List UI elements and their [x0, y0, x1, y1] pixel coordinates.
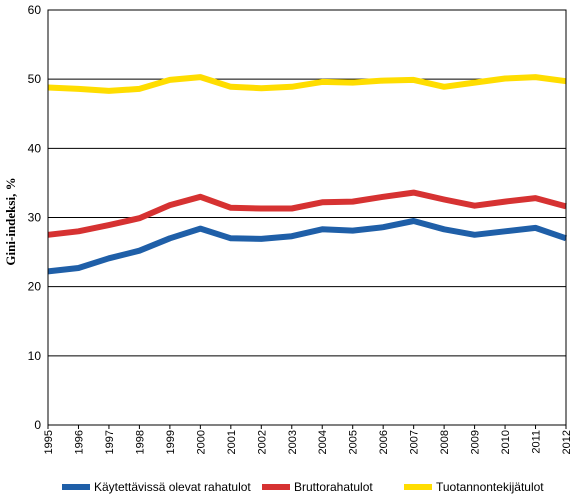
y-tick-labels: 0 10 20 30 40 50 60	[28, 3, 42, 432]
x-tick-label: 2007	[409, 430, 421, 454]
x-tick-label: 2000	[195, 430, 207, 454]
x-tick-label: 2001	[226, 430, 238, 454]
x-tick-label: 2012	[561, 430, 573, 454]
y-tick-label: 40	[28, 141, 42, 155]
y-tick-label: 0	[34, 418, 41, 432]
legend: Käytettävissä olevat rahatulot Bruttoraha…	[62, 480, 544, 494]
legend-label: Käytettävissä olevat rahatulot	[94, 480, 251, 494]
x-tick-label: 1998	[134, 430, 146, 454]
x-tick-label: 1995	[43, 430, 55, 454]
x-tick-label: 2003	[287, 430, 299, 454]
x-tick-label: 1996	[73, 430, 85, 454]
y-tick-label: 20	[28, 280, 42, 294]
x-tick-label: 2005	[348, 430, 360, 454]
x-tick-labels: 1995 1996 1997 1998 1999 2000 2001 2002 2003 2004…	[43, 425, 573, 454]
x-tick-label: 2009	[470, 430, 482, 454]
plot-frame	[47, 9, 567, 426]
x-tick-label: 2006	[378, 430, 390, 454]
series-lines	[47, 74, 567, 275]
x-tick-label: 2004	[317, 430, 329, 454]
y-tick-label: 50	[28, 72, 42, 86]
series-line-0	[47, 218, 567, 275]
y-axis-title: Gini-indeksi, %	[3, 177, 18, 265]
y-tick-label: 10	[28, 349, 42, 363]
x-tick-label: 2011	[531, 430, 543, 454]
x-tick-label: 2008	[439, 430, 451, 454]
grid-lines	[48, 78, 566, 357]
y-tick-label: 30	[28, 211, 42, 225]
legend-label: Bruttorahatulot	[294, 480, 373, 494]
x-tick-label: 1999	[165, 430, 177, 454]
legend-label: Tuotannontekijätulot	[436, 480, 544, 494]
series-line-2	[47, 74, 567, 94]
series-line-1	[47, 189, 567, 238]
x-tick-label: 1997	[104, 430, 116, 454]
x-tick-label: 2010	[500, 430, 512, 454]
x-tick-label: 2002	[256, 430, 268, 454]
y-tick-label: 60	[28, 3, 42, 17]
